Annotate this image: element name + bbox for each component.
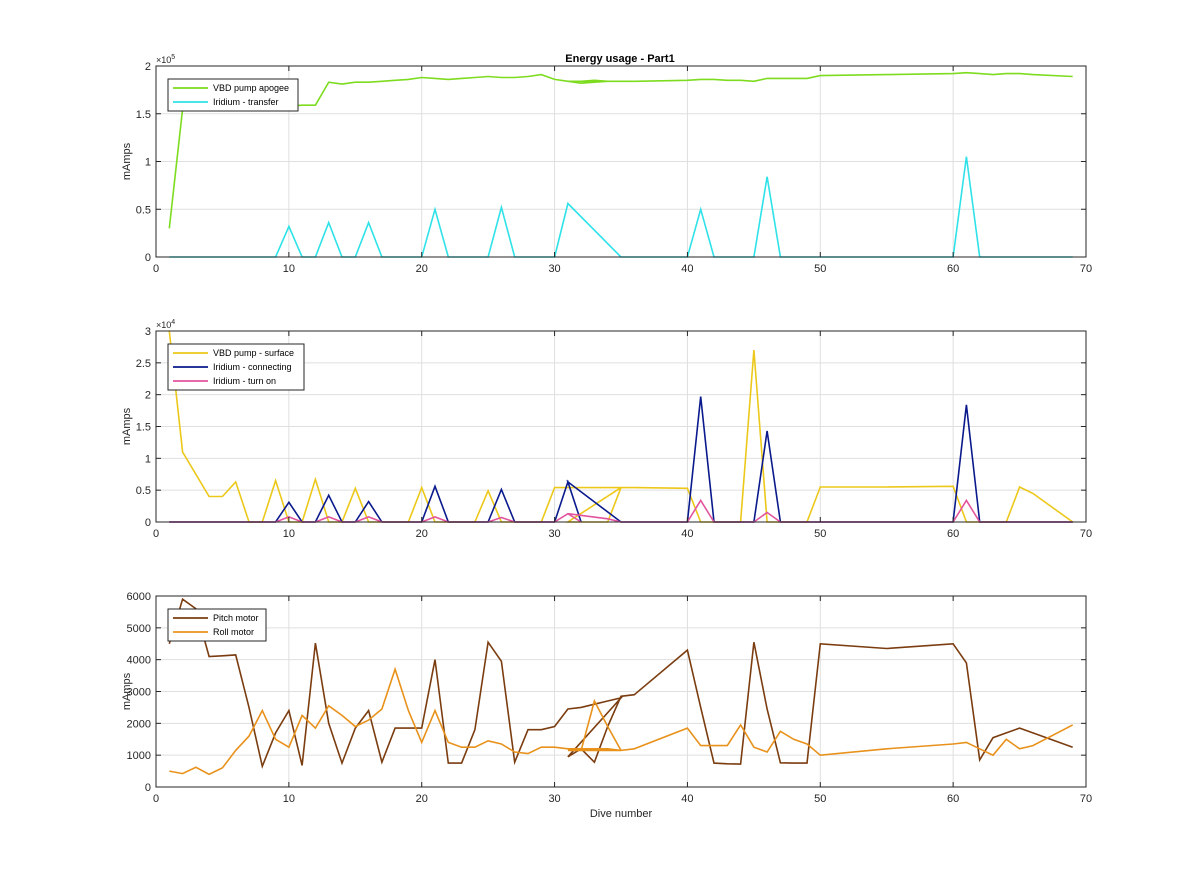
top-plot: 0 10 20 30 40 50 60 70 0 0.5 1 1.5 2 ×105 mAmps VBD pum… (121, 54, 1092, 275)
x-axis-label: Dive number (590, 808, 653, 820)
legend-entry: Pitch motor (213, 613, 259, 623)
bottom-plot: 0 10 20 30 40 50 60 70 0 1000 2000 3000 4000 5000 6000… (121, 591, 1092, 820)
x-tick-label: 50 (814, 793, 826, 805)
y-tick-label: 0.5 (136, 485, 151, 497)
x-tick-label: 50 (814, 528, 826, 540)
legend-entry: Iridium - turn on (213, 376, 276, 386)
legend-entry: Iridium - connecting (213, 362, 292, 372)
y-tick-label: 4000 (127, 655, 151, 667)
x-tick-label: 0 (153, 528, 159, 540)
x-tick-label: 60 (947, 793, 959, 805)
x-tick-label: 30 (548, 528, 560, 540)
x-tick-label: 20 (416, 528, 428, 540)
legend-box (167, 608, 267, 642)
legend-entry: Roll motor (213, 627, 254, 637)
y-tick-label: 3000 (127, 687, 151, 699)
x-tick-label: 30 (548, 793, 560, 805)
y-axis-label: mAmps (121, 407, 133, 445)
x-tick-label: 20 (416, 263, 428, 275)
middle-plot: 0 10 20 30 40 50 60 70 0 0.5 1 1.5 2 2.5 3 ×104 mAmps VBD… (121, 319, 1092, 540)
legend-entry: VBD pump - surface (213, 348, 294, 358)
legend-entry: VBD pump apogee (213, 83, 289, 93)
y-tick-label: 1.5 (136, 422, 151, 434)
x-tick-label: 20 (416, 793, 428, 805)
x-tick-label: 0 (153, 793, 159, 805)
y-tick-label: 0 (145, 517, 151, 529)
x-tick-label: 60 (947, 528, 959, 540)
y-tick-label: 0.5 (136, 204, 151, 216)
figure-title: Energy usage - Part1 (565, 53, 674, 65)
legend: Pitch motor Roll motor (167, 608, 267, 642)
series-line-2 (169, 666, 1074, 776)
y-tick-label: 1000 (127, 750, 151, 762)
x-tick-label: 40 (681, 528, 693, 540)
y-axis-label: mAmps (121, 142, 133, 180)
y-tick-label: 0 (145, 252, 151, 264)
x-tick-label: 70 (1080, 263, 1092, 275)
y-tick-label: 2.5 (136, 358, 151, 370)
y-tick-label: 3 (145, 326, 151, 338)
y-exponent-label: ×105 (156, 54, 175, 65)
legend: VBD pump apogee Iridium - transfer (167, 78, 299, 112)
y-tick-label: 2 (145, 390, 151, 402)
legend: VBD pump - surface Iridium - connecting Ir… (167, 343, 305, 391)
y-tick-label: 5000 (127, 623, 151, 635)
x-tick-label: 40 (681, 793, 693, 805)
y-exponent-label: ×104 (156, 319, 175, 330)
y-tick-label: 2 (145, 61, 151, 73)
y-tick-label: 1.5 (136, 109, 151, 121)
y-tick-label: 0 (145, 782, 151, 794)
x-tick-label: 70 (1080, 793, 1092, 805)
x-tick-label: 10 (283, 263, 295, 275)
series-line-1 (168, 597, 1073, 769)
x-tick-label: 60 (947, 263, 959, 275)
y-tick-label: 6000 (127, 591, 151, 603)
x-tick-label: 30 (548, 263, 560, 275)
x-tick-label: 10 (283, 528, 295, 540)
x-tick-label: 40 (681, 263, 693, 275)
x-tick-label: 10 (283, 793, 295, 805)
x-tick-label: 0 (153, 263, 159, 275)
legend-entry: Iridium - transfer (213, 97, 279, 107)
y-axis-label: mAmps (121, 672, 133, 710)
y-tick-label: 1 (145, 157, 151, 169)
x-tick-label: 70 (1080, 528, 1092, 540)
x-tick-label: 50 (814, 263, 826, 275)
y-tick-label: 2000 (127, 718, 151, 730)
series-line-2 (169, 156, 1073, 258)
series-line-1 (168, 71, 1073, 229)
legend-box (167, 78, 299, 112)
y-tick-label: 1 (145, 453, 151, 465)
